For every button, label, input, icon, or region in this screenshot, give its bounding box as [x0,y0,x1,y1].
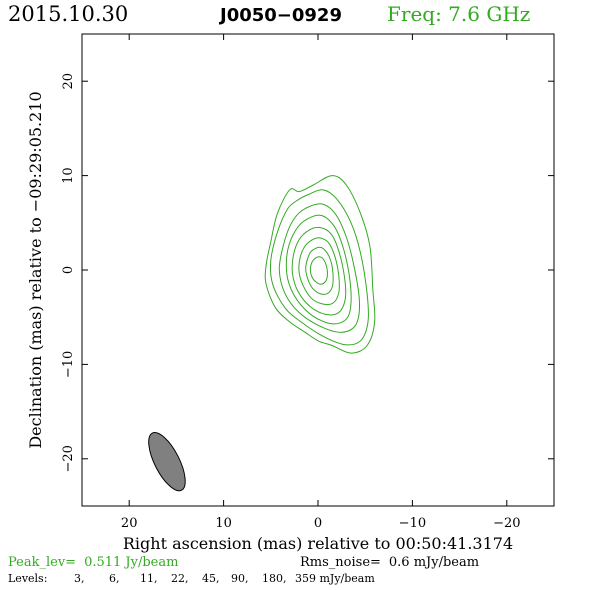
contour-level-90 [298,237,340,306]
rms-noise: Rms_noise= 0.6 mJy/beam [300,555,479,570]
contour-level-22 [285,214,352,325]
level-value-4: 45, [202,572,220,585]
contour-level-45 [291,226,347,316]
contour-level-180 [305,246,334,295]
contour-lines [264,175,376,354]
contour-level-3 [264,175,376,354]
level-value-5: 90, [231,572,249,585]
x-tick-label-3: −10 [399,516,426,531]
x-axis-label: Right ascension (mas) relative to 00:50:… [123,534,513,553]
y-tick-label-1: 10 [61,167,76,184]
x-tick-label-1: 10 [215,516,232,531]
x-tick-labels: 20 10 0 −10 −20 [121,516,521,531]
y-tick-label-4: −20 [61,445,76,472]
y-tick-labels: 20 10 0 −10 −20 [61,73,76,473]
x-tick-label-0: 20 [121,516,138,531]
rms-noise-value: 0.6 mJy/beam [389,555,479,570]
peak-level-label: Peak_lev= [8,555,76,570]
level-value-7: 359 mJy/beam [295,572,375,585]
y-tick-label-0: 20 [61,73,76,90]
peak-level-value: 0.511 Jy/beam [84,555,178,570]
contour-level-6 [269,189,370,346]
x-tick-label-4: −20 [493,516,520,531]
observation-date: 2015.10.30 [8,2,128,26]
x-tick-label-2: 0 [314,516,322,531]
beam-ellipse [148,431,186,492]
level-value-2: 11, [140,572,158,585]
rms-noise-label: Rms_noise= [300,555,381,570]
peak-level: Peak_lev= 0.511 Jy/beam [8,555,178,570]
y-tick-label-2: 0 [61,266,76,274]
y-axis-label: Declination (mas) relative to −09:29:05.… [26,91,45,448]
axis-ticks [82,34,554,506]
source-name: J0050−0929 [218,5,342,26]
contour-level-11 [278,203,361,333]
frequency-label: Freq: 7.6 GHz [387,2,530,26]
level-value-3: 22, [171,572,189,585]
y-tick-label-3: −10 [61,351,76,378]
level-value-6: 180, [262,572,287,585]
level-value-0: 3, [74,572,85,585]
contour-levels-line: Levels: 3, 6, 11, 22, 45, 90, 180, 359 mJy/beam [8,572,375,585]
levels-label: Levels: [8,572,47,585]
level-value-1: 6, [109,572,120,585]
contour-level-359 [309,256,328,285]
